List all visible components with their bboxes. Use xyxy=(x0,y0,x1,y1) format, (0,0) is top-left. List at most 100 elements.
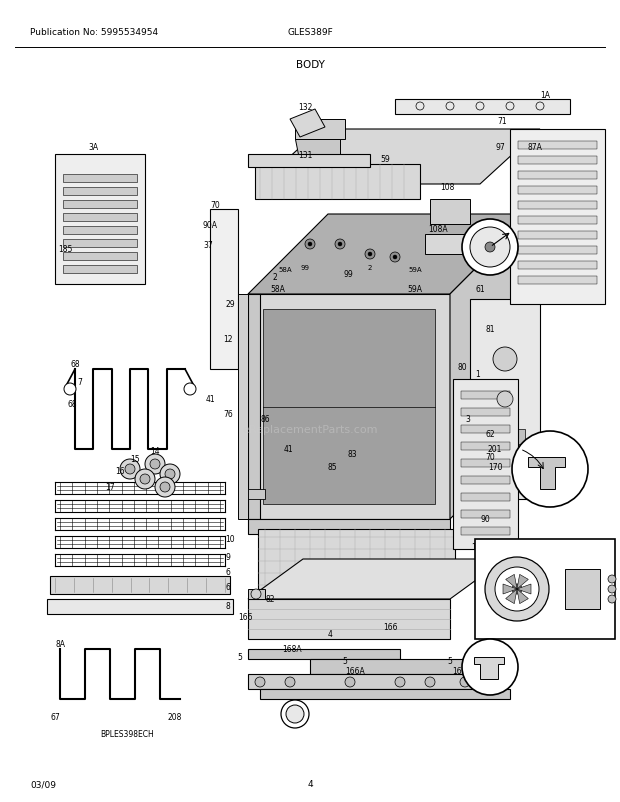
Text: 97: 97 xyxy=(495,144,505,152)
Circle shape xyxy=(512,431,588,508)
Polygon shape xyxy=(50,577,230,594)
Polygon shape xyxy=(55,155,145,285)
Circle shape xyxy=(608,575,616,583)
Text: 119: 119 xyxy=(481,225,495,234)
Polygon shape xyxy=(506,589,517,604)
Bar xyxy=(461,493,510,501)
Text: 70: 70 xyxy=(210,200,220,209)
Text: 67: 67 xyxy=(50,713,60,722)
Text: 109: 109 xyxy=(578,569,592,577)
Text: 166: 166 xyxy=(383,622,397,632)
Bar xyxy=(518,261,597,269)
Circle shape xyxy=(255,677,265,687)
Text: 68: 68 xyxy=(67,400,77,409)
Circle shape xyxy=(64,383,76,395)
Text: 59A: 59A xyxy=(407,286,422,294)
Polygon shape xyxy=(47,599,233,614)
Circle shape xyxy=(368,253,372,257)
Bar xyxy=(518,202,597,210)
Text: 62: 62 xyxy=(485,430,495,439)
Circle shape xyxy=(485,243,495,253)
Text: 86: 86 xyxy=(260,415,270,424)
Text: 15: 15 xyxy=(130,455,140,464)
Text: 2: 2 xyxy=(273,273,277,282)
Polygon shape xyxy=(248,294,260,520)
Circle shape xyxy=(184,383,196,395)
Circle shape xyxy=(286,705,304,723)
Text: 8: 8 xyxy=(226,602,231,611)
Bar xyxy=(518,217,597,225)
Text: 185: 185 xyxy=(471,543,485,552)
Text: Publication No: 5995534954: Publication No: 5995534954 xyxy=(30,28,158,37)
Text: 5: 5 xyxy=(448,657,453,666)
Text: 2: 2 xyxy=(368,265,372,270)
Bar xyxy=(63,227,137,235)
Polygon shape xyxy=(248,674,500,689)
Circle shape xyxy=(608,585,616,593)
Circle shape xyxy=(460,677,470,687)
Polygon shape xyxy=(453,379,518,549)
Text: 166: 166 xyxy=(237,613,252,622)
Circle shape xyxy=(485,557,549,622)
Bar xyxy=(461,460,510,468)
Text: 111: 111 xyxy=(496,558,510,567)
Text: 168A: 168A xyxy=(282,645,302,654)
Circle shape xyxy=(390,253,400,263)
Polygon shape xyxy=(295,119,345,140)
Polygon shape xyxy=(503,585,517,594)
Text: 41: 41 xyxy=(205,395,215,404)
Text: 87A: 87A xyxy=(528,144,542,152)
Circle shape xyxy=(125,464,135,475)
Text: 58A: 58A xyxy=(278,267,292,273)
Bar xyxy=(518,142,597,150)
Text: 37: 37 xyxy=(203,241,213,249)
Circle shape xyxy=(285,677,295,687)
Bar xyxy=(518,187,597,195)
Text: 7: 7 xyxy=(78,378,82,387)
Text: 59A: 59A xyxy=(408,267,422,273)
Text: 83: 83 xyxy=(347,450,357,459)
Text: 1A: 1A xyxy=(540,91,550,99)
Text: 8A: 8A xyxy=(55,640,65,649)
Circle shape xyxy=(145,455,165,475)
Text: 5: 5 xyxy=(237,653,242,662)
Polygon shape xyxy=(395,100,570,115)
Bar xyxy=(63,240,137,248)
Text: 5: 5 xyxy=(343,657,347,666)
Text: 201: 201 xyxy=(488,445,502,454)
Circle shape xyxy=(512,585,522,594)
Text: 131: 131 xyxy=(298,150,312,160)
Circle shape xyxy=(365,249,375,260)
Polygon shape xyxy=(248,489,265,500)
Circle shape xyxy=(462,639,518,695)
Bar xyxy=(63,175,137,183)
Text: 67: 67 xyxy=(522,455,532,464)
Bar xyxy=(485,429,525,444)
Text: 6: 6 xyxy=(226,568,231,577)
Polygon shape xyxy=(290,110,325,138)
Circle shape xyxy=(335,240,345,249)
Text: 3: 3 xyxy=(466,415,471,424)
Bar xyxy=(518,157,597,164)
Polygon shape xyxy=(210,210,238,370)
Text: 4: 4 xyxy=(307,780,313,788)
Circle shape xyxy=(608,595,616,603)
Polygon shape xyxy=(260,130,540,184)
Circle shape xyxy=(393,256,397,260)
Text: 03/09: 03/09 xyxy=(30,780,56,788)
Text: 76: 76 xyxy=(223,410,233,419)
Text: 3A: 3A xyxy=(88,144,98,152)
Bar xyxy=(63,200,137,209)
Text: 132: 132 xyxy=(298,103,312,112)
Circle shape xyxy=(135,469,155,489)
Text: 10: 10 xyxy=(225,535,235,544)
Polygon shape xyxy=(517,589,528,604)
Polygon shape xyxy=(528,457,565,489)
Polygon shape xyxy=(506,575,517,589)
Text: BPLES398ECH: BPLES398ECH xyxy=(100,730,154,739)
Bar xyxy=(63,265,137,273)
Text: 16: 16 xyxy=(115,467,125,476)
Text: 4: 4 xyxy=(327,630,332,638)
Circle shape xyxy=(308,243,312,247)
Circle shape xyxy=(150,460,160,469)
